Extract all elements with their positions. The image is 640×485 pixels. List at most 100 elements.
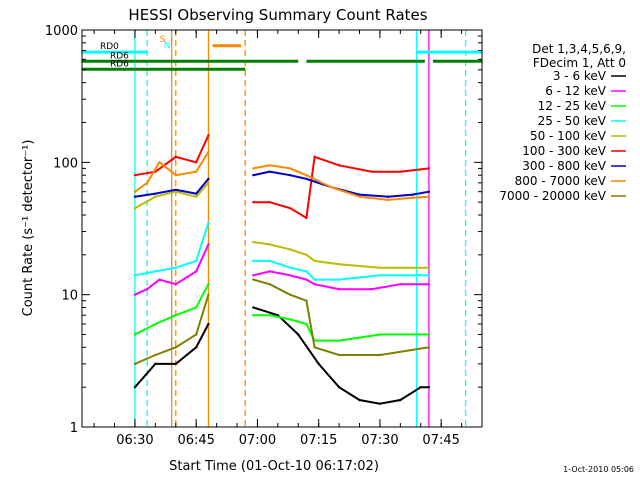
series-50-100-kev-point-1-6 [378, 266, 382, 269]
series-25-50-kev-point-0-4 [207, 221, 210, 224]
axes-layer: 06:30 06:45 07:00 07:15 07:30 07:45 1 10 100 1000 [45, 24, 483, 448]
series-3-6-kev-point-1-6 [378, 402, 382, 405]
series-100-300-kev-point-1-0 [252, 200, 255, 204]
series-50-100-kev-point-0-4 [207, 181, 210, 185]
series-12-25-kev-line-1 [253, 314, 429, 342]
series-7000-20000-kev-point-0-4 [207, 293, 210, 296]
series-25-50-kev-point-0-0 [133, 274, 137, 277]
x-tick-label-2: 07:00 [239, 433, 276, 448]
series-800-7000-kev-point-1-4 [329, 185, 333, 189]
series-3-6-kev-point-1-4 [337, 385, 341, 389]
legend-label-8: 7000 - 20000 keV [499, 189, 606, 203]
series-25-50-kev-point-1-1 [268, 259, 271, 263]
series-100-300-kev-point-1-6 [370, 170, 373, 173]
series-800-7000-kev-point-0-3 [174, 173, 177, 177]
series-3-6-kev-point-1-3 [317, 362, 320, 366]
series-100-300-kev-point-1-7 [399, 170, 402, 173]
legend-label-0: 3 - 6 keV [553, 69, 607, 83]
series-7000-20000-kev-point-1-0 [252, 278, 255, 281]
series-25-50-kev-point-1-0 [252, 259, 255, 263]
series-300-800-kev-line-1 [253, 170, 430, 198]
legend-label-3: 25 - 50 keV [538, 114, 607, 128]
legend-label-6: 300 - 800 keV [522, 159, 606, 173]
series-6-12-kev-point-1-1 [268, 270, 271, 273]
plot-frame [81, 29, 483, 428]
series-25-50-kev-point-0-1 [154, 270, 157, 273]
series-100-300-kev-point-1-4 [313, 155, 316, 159]
series-3-6-kev-point-0-0 [133, 385, 137, 389]
state-bar-label-0: RD0 [100, 42, 119, 52]
series-6-12-kev-point-1-4 [313, 282, 316, 286]
series-6-12-kev-point-1-5 [337, 287, 341, 291]
series-3-6-kev-point-0-4 [207, 322, 210, 326]
series-12-25-kev-point-1-6 [378, 333, 382, 336]
series-800-7000-kev-point-1-1 [268, 164, 271, 167]
series-800-7000-kev-line-0 [134, 151, 210, 193]
series-300-800-kev-point-0-0 [133, 195, 137, 198]
series-25-50-kev-point-1-6 [378, 274, 382, 277]
series-800-7000-kev-point-1-7 [411, 196, 414, 199]
series-800-7000-kev-point-0-4 [194, 170, 198, 173]
series-800-7000-kev-point-1-8 [427, 195, 431, 198]
series-300-800-kev-point-1-0 [252, 173, 255, 177]
series-300-800-kev-point-0-4 [207, 177, 210, 181]
series-300-800-kev-point-0-2 [174, 188, 177, 192]
series-3-6-kev-point-0-3 [194, 346, 198, 349]
series-50-100-kev-point-0-0 [133, 207, 137, 210]
legend-label-1: 6 - 12 keV [545, 84, 607, 98]
series-12-25-kev-point-0-1 [154, 322, 157, 326]
series-50-100-kev-point-0-2 [174, 190, 177, 193]
series-100-300-kev-point-1-1 [268, 200, 271, 204]
series-50-100-kev-point-1-3 [305, 253, 308, 257]
series-100-300-kev-point-1-5 [337, 164, 341, 167]
series-25-50-kev-point-1-2 [288, 266, 292, 269]
series-300-800-kev-point-0-3 [194, 192, 198, 195]
series-3-6-kev-point-1-5 [358, 398, 361, 402]
series-12-25-kev-point-1-3 [305, 322, 308, 326]
series-100-300-kev-point-0-4 [207, 134, 210, 137]
series-12-25-kev-point-1-2 [288, 318, 292, 321]
series-50-100-kev-line-1 [253, 241, 429, 269]
x-tick-label-5: 07:45 [422, 433, 459, 448]
series-100-300-kev-point-0-3 [194, 161, 198, 164]
series-3-6-kev-point-0-2 [174, 362, 177, 366]
series-800-7000-kev-point-0-1 [145, 181, 149, 185]
series-300-800-kev-point-1-1 [268, 170, 271, 173]
series-300-800-kev-point-0-1 [154, 192, 157, 195]
x-axis-label: Start Time (01-Oct-10 06:17:02) [169, 459, 379, 474]
series-12-25-kev-point-0-2 [174, 313, 177, 317]
footer-timestamp: 1-Oct-2010 05:06 [563, 465, 634, 474]
series-300-800-kev-point-1-3 [305, 177, 308, 181]
series-7000-20000-kev-point-1-1 [268, 282, 271, 286]
state-bar-label-1: RD6 [110, 51, 129, 61]
x-tick-label-4: 07:30 [361, 433, 398, 448]
series-25-50-kev-point-1-5 [337, 278, 341, 281]
series-6-12-kev-point-0-0 [133, 293, 137, 296]
series-6-12-kev-point-0-5 [207, 243, 210, 246]
series-7000-20000-kev-point-1-4 [313, 346, 316, 349]
series-300-800-kev-point-1-5 [358, 193, 361, 196]
series-7000-20000-kev-line-1 [253, 278, 430, 356]
series-7000-20000-kev-point-1-3 [305, 299, 308, 302]
series-50-100-kev-point-1-5 [337, 262, 341, 266]
series-25-50-kev-point-0-3 [194, 259, 198, 263]
series-300-800-kev-point-1-6 [386, 195, 390, 198]
series-3-6-kev-point-1-9 [427, 385, 431, 389]
series-50-100-kev-point-1-2 [288, 248, 292, 251]
series-7000-20000-kev-point-1-6 [378, 353, 382, 357]
series-300-800-kev-point-1-2 [288, 173, 292, 177]
y-tick-label-3: 1000 [45, 24, 78, 39]
series-300-800-kev-point-1-8 [427, 190, 431, 193]
series-7000-20000-kev-point-1-7 [427, 346, 431, 349]
series-50-100-kev-point-1-0 [252, 240, 255, 244]
series-25-50-kev-point-0-2 [174, 266, 177, 269]
y-tick-label-0: 1 [70, 421, 78, 436]
series-12-25-kev-point-0-3 [194, 306, 198, 309]
series-50-100-kev-point-1-1 [268, 243, 271, 246]
series-25-50-kev-point-1-7 [427, 274, 431, 277]
series-6-12-kev-point-1-3 [305, 278, 308, 281]
